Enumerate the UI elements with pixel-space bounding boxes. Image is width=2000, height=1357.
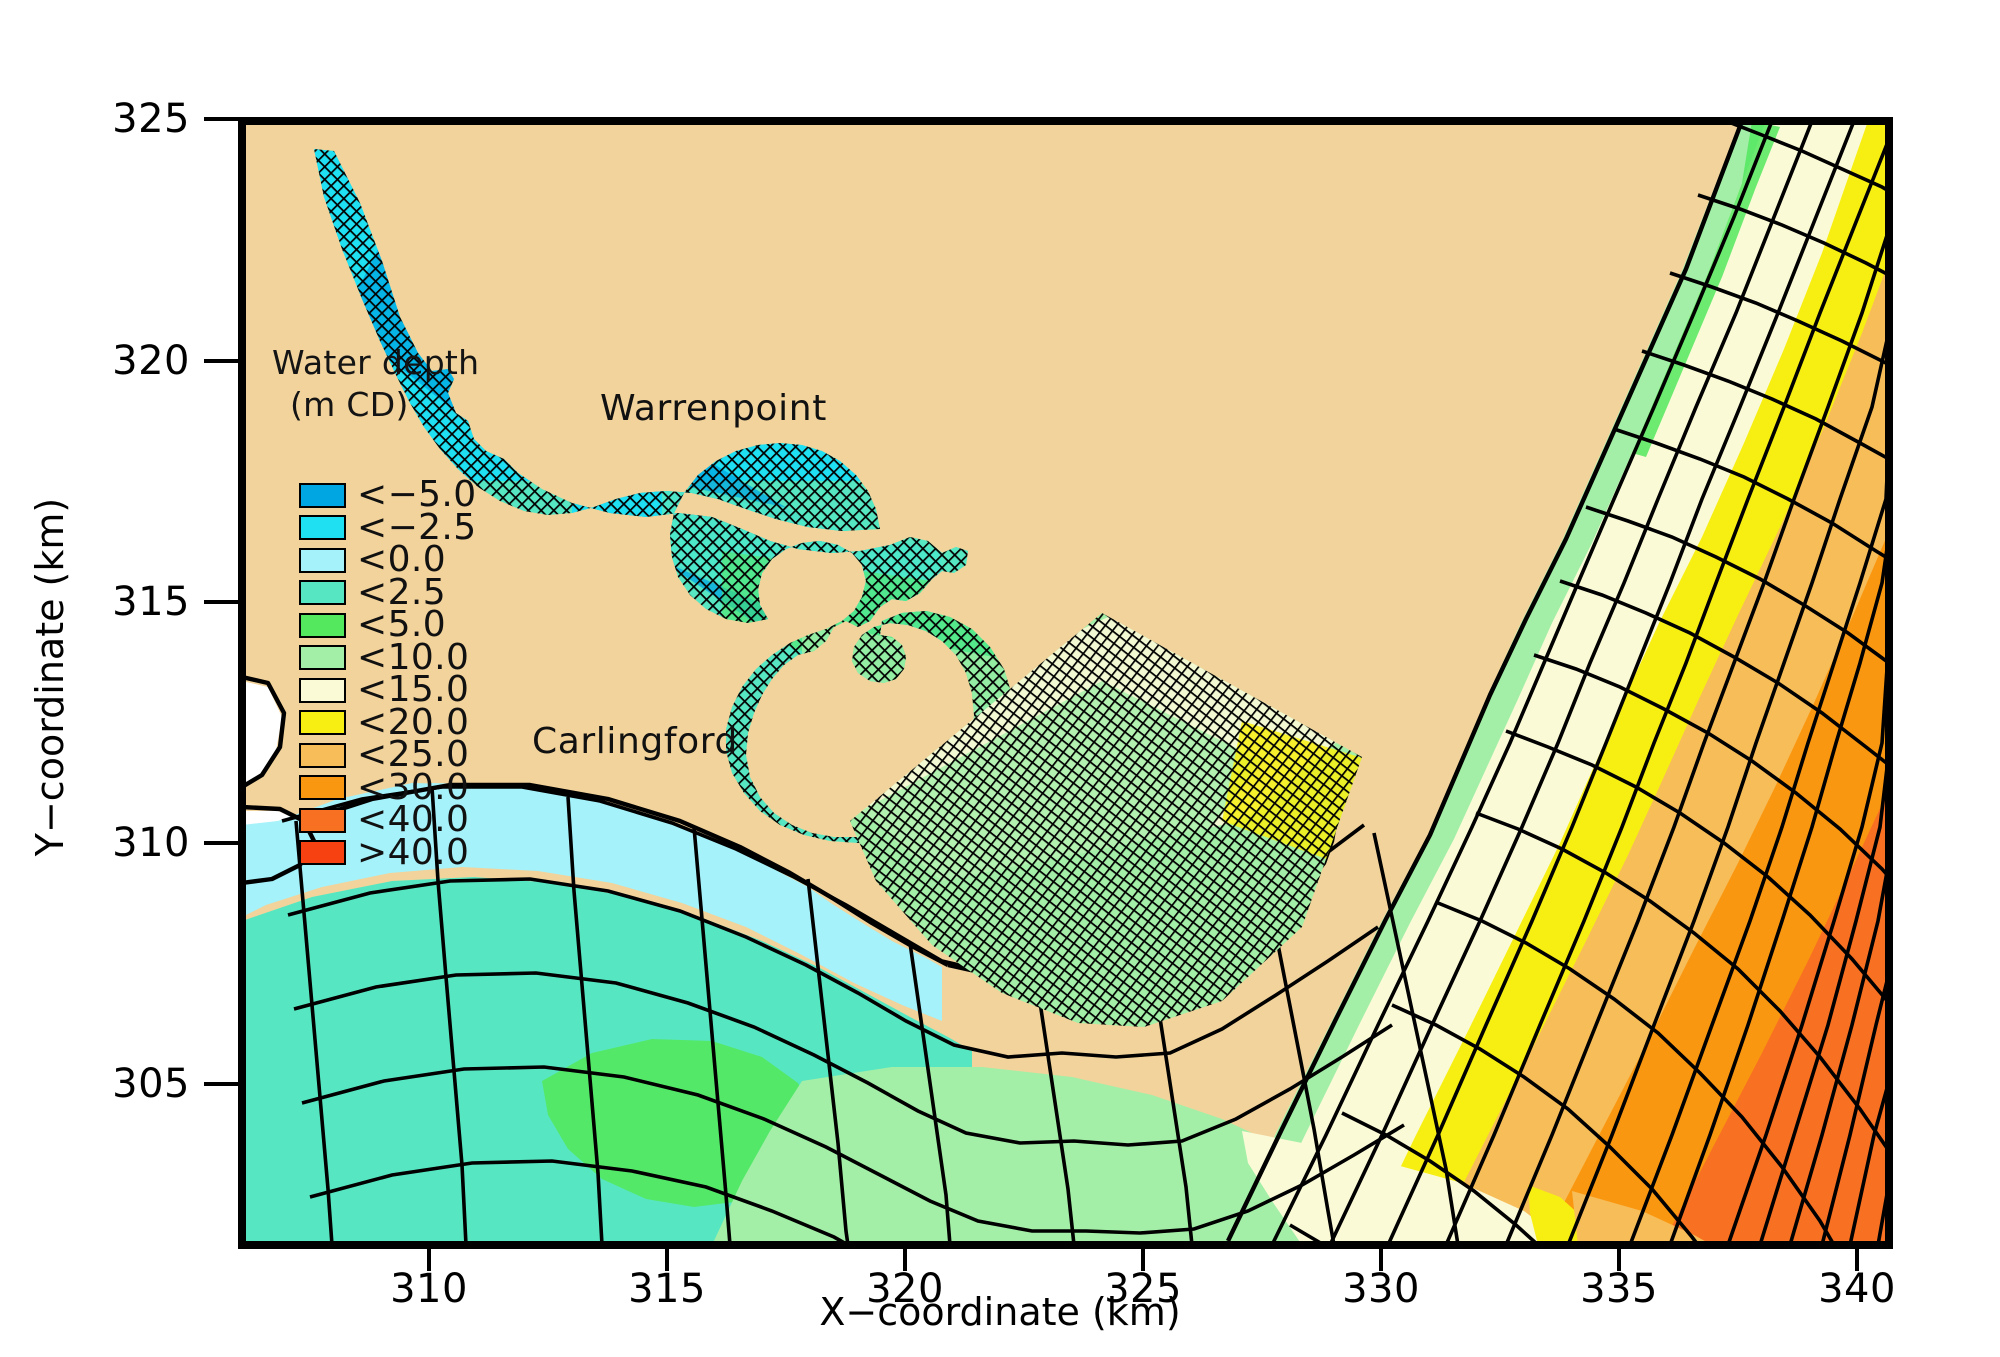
y-tick-label-305: 305: [112, 1061, 190, 1107]
y-tick-mark: [204, 841, 240, 845]
y-tick-label-310: 310: [112, 820, 190, 866]
legend-items: <−5.0 <−2.5 <0.0 <2.5 <5.0 <10.0 <15.0 <20.0 <25…: [272, 474, 542, 873]
legend-label: <10.0: [357, 636, 470, 678]
x-tick-mark: [1379, 1249, 1383, 1271]
legend-color-swatch: [299, 710, 346, 736]
x-tick-mark: [903, 1249, 907, 1271]
legend-label: <−2.5: [357, 506, 477, 548]
legend-label: <20.0: [357, 701, 470, 743]
x-tick-label-340: 340: [1818, 1266, 1896, 1312]
legend-label: <40.0: [357, 799, 470, 841]
legend-row: <−2.5: [272, 506, 542, 548]
x-tick-mark: [1855, 1249, 1859, 1271]
depth-legend: Water depth (m CD) <−5.0 <−2.5 <0.0 <2.5 <5.…: [272, 300, 542, 873]
southwest-shallow-water: [242, 681, 1712, 1245]
legend-label: <25.0: [357, 734, 470, 776]
x-tick-mark: [427, 1249, 431, 1271]
x-tick-mark: [665, 1249, 669, 1271]
x-tick-label-330: 330: [1342, 1266, 1420, 1312]
legend-color-swatch: [299, 742, 346, 768]
y-tick-mark: [204, 1082, 240, 1086]
legend-color-swatch: [299, 612, 346, 638]
legend-label: <5.0: [357, 604, 447, 646]
legend-color-swatch: [299, 677, 346, 703]
x-tick-label-325: 325: [1104, 1266, 1182, 1312]
legend-row: <10.0: [272, 636, 542, 678]
legend-row: <5.0: [272, 604, 542, 646]
legend-row: <30.0: [272, 766, 542, 808]
y-tick-label-320: 320: [112, 338, 190, 384]
y-tick-mark: [204, 600, 240, 604]
legend-label: <15.0: [357, 669, 470, 711]
legend-row: <25.0: [272, 734, 542, 776]
y-tick-label-325: 325: [112, 96, 190, 142]
legend-color-swatch: [299, 775, 346, 801]
x-tick-label-320: 320: [866, 1266, 944, 1312]
legend-color-swatch: [299, 645, 346, 671]
legend-row: <−5.0: [272, 474, 542, 516]
legend-color-swatch: [299, 515, 346, 541]
legend-row: <40.0: [272, 799, 542, 841]
map-label-carlingford: Carlingford: [532, 721, 738, 762]
legend-title-line2: (m CD): [290, 385, 409, 425]
legend-label: <−5.0: [357, 474, 477, 516]
x-tick-label-335: 335: [1580, 1266, 1658, 1312]
plot-area: Warrenpoint Carlingford Water depth (m C…: [238, 117, 1893, 1249]
legend-label: <2.5: [357, 571, 447, 613]
legend-label: <0.0: [357, 539, 447, 581]
x-axis-title: X−coordinate (km): [819, 1290, 1181, 1334]
legend-label: >40.0: [357, 831, 470, 873]
legend-color-swatch: [299, 840, 346, 866]
y-tick-mark: [204, 359, 240, 363]
legend-title-line1: Water depth: [272, 343, 480, 383]
x-tick-mark: [1141, 1249, 1145, 1271]
legend-row: <0.0: [272, 539, 542, 581]
x-tick-mark: [1617, 1249, 1621, 1271]
legend-title: Water depth (m CD): [272, 300, 542, 469]
x-tick-label-310: 310: [390, 1266, 468, 1312]
bathymetry-map-svg: [242, 121, 1889, 1245]
y-axis-title: Y−coordinate (km): [28, 497, 72, 857]
y-tick-mark: [204, 117, 240, 121]
x-tick-label-315: 315: [628, 1266, 706, 1312]
coarse-mesh-southwest: [281, 785, 1460, 1245]
legend-color-swatch: [299, 547, 346, 573]
legend-label: <30.0: [357, 766, 470, 808]
legend-color-swatch: [299, 580, 346, 606]
legend-color-swatch: [299, 807, 346, 833]
y-tick-label-315: 315: [112, 579, 190, 625]
legend-row: <2.5: [272, 571, 542, 613]
coarse-mesh-offshore: [1270, 121, 1889, 1245]
legend-color-swatch: [299, 482, 346, 508]
legend-row: <20.0: [272, 701, 542, 743]
legend-row: >40.0: [272, 831, 542, 873]
plot-clip: [242, 121, 1889, 1245]
map-label-warrenpoint: Warrenpoint: [600, 388, 827, 429]
legend-row: <15.0: [272, 669, 542, 711]
